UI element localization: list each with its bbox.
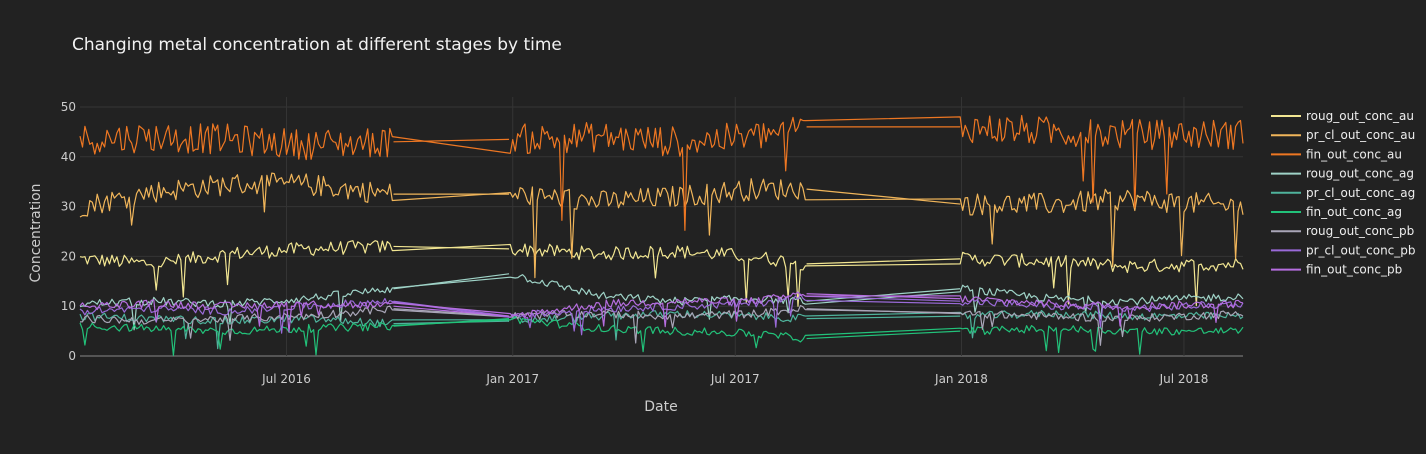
series-line-pr_cl_out_conc_au [79,172,1244,279]
series-line-roug_out_conc_pb [79,305,1244,346]
legend-label: fin_out_conc_au [1306,147,1402,161]
legend-label: fin_out_conc_ag [1306,205,1402,219]
series-gap-segment [393,138,510,143]
x-tick-label: Jul 2016 [261,372,311,386]
series-gap-segment [806,330,961,340]
series-gap-segment [806,315,961,320]
series-gap-segment [806,258,961,265]
y-tick-label: 50 [61,100,76,114]
y-tick-label: 30 [61,200,76,214]
legend-item-roug_out_conc_au[interactable]: roug_out_conc_au [1271,109,1414,123]
legend-label: fin_out_conc_pb [1306,263,1402,277]
legend-item-roug_out_conc_pb[interactable]: roug_out_conc_pb [1271,224,1414,238]
series-line-roug_out_conc_au [79,240,1244,307]
x-tick-label: Jul 2017 [710,372,760,386]
y-tick-label: 20 [61,249,76,263]
series-gap-segment [806,295,961,302]
series-line-fin_out_conc_pb [79,291,1244,333]
series-line-fin_out_conc_au [79,114,1244,231]
series-line-pr_cl_out_conc_ag [79,309,1244,350]
legend-label: roug_out_conc_pb [1306,224,1414,238]
legend-item-fin_out_conc_pb[interactable]: fin_out_conc_pb [1271,263,1402,277]
legend-item-pr_cl_out_conc_ag[interactable]: pr_cl_out_conc_ag [1271,186,1415,200]
series-gap-segment [393,305,510,317]
legend-item-roug_out_conc_ag[interactable]: roug_out_conc_ag [1271,167,1414,181]
legend[interactable]: roug_out_conc_au pr_cl_out_conc_au fin_out… [1271,109,1416,277]
legend-item-fin_out_conc_au[interactable]: fin_out_conc_au [1271,147,1402,161]
x-tick-label: Jan 2018 [934,372,988,386]
y-axis-title: Concentration [28,183,44,282]
x-tick-label: Jul 2018 [1159,372,1209,386]
series-gap-segment [806,288,961,302]
legend-item-pr_cl_out_conc_pb[interactable]: pr_cl_out_conc_pb [1271,243,1416,257]
legend-item-pr_cl_out_conc_au[interactable]: pr_cl_out_conc_au [1271,128,1415,142]
x-axis-title: Date [644,399,677,415]
series-layer [79,114,1244,357]
legend-label: pr_cl_out_conc_pb [1306,243,1416,257]
legend-label: roug_out_conc_ag [1306,167,1414,181]
series-gap-segment [806,188,961,205]
x-tick-label: Jan 2017 [485,372,539,386]
legend-label: pr_cl_out_conc_au [1306,128,1415,142]
legend-label: pr_cl_out_conc_ag [1306,186,1415,200]
y-tick-label: 0 [68,349,76,363]
series-line-fin_out_conc_ag [79,315,1244,357]
axis-layer: 0 10 20 30 40 50 Jul 2016 Jan 2017 Jul 2017 Jan 2… [61,100,1209,386]
legend-label: roug_out_conc_au [1306,109,1414,123]
legend-item-fin_out_conc_ag[interactable]: fin_out_conc_ag [1271,205,1402,219]
y-tick-label: 10 [61,299,76,313]
chart-title: Changing metal concentration at differen… [72,35,562,55]
series-line-pr_cl_out_conc_pb [79,293,1244,336]
y-tick-label: 40 [61,150,76,164]
